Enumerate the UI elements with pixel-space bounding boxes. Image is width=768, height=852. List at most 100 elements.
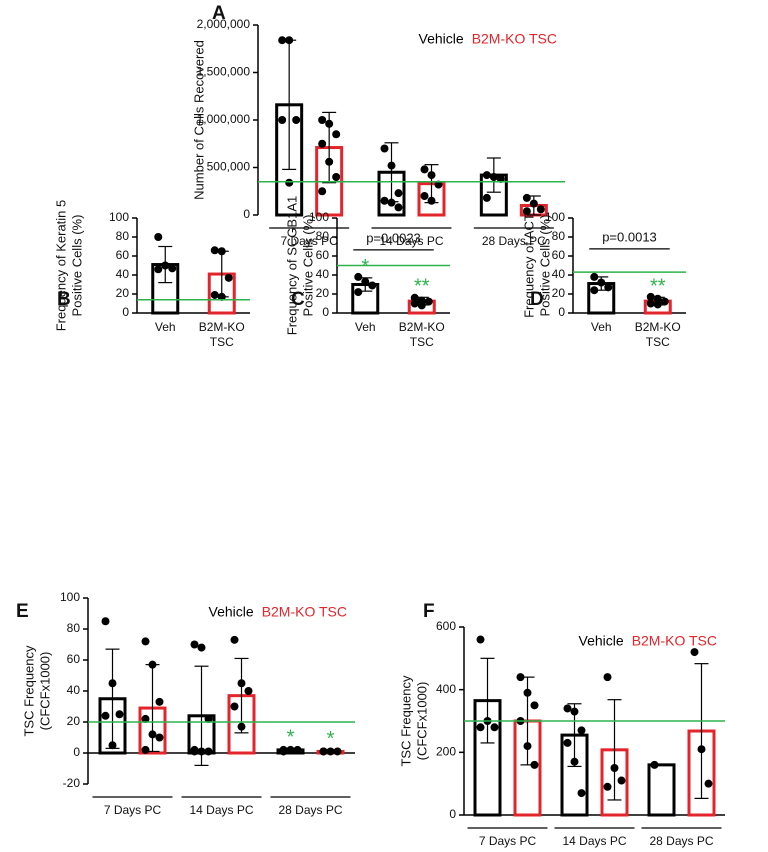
x-tick-label: TSC bbox=[645, 335, 670, 349]
y-tick-label: 0 bbox=[322, 305, 329, 319]
data-point bbox=[424, 297, 433, 306]
data-point bbox=[293, 745, 302, 754]
data-point bbox=[590, 286, 599, 295]
legend-label: Vehicle bbox=[579, 633, 624, 649]
data-point bbox=[141, 745, 150, 754]
significance: ** bbox=[414, 276, 430, 298]
data-point bbox=[603, 782, 612, 791]
y-tick-label: 60 bbox=[67, 652, 81, 666]
x-tick-label: 28 Days PC bbox=[649, 834, 713, 848]
y-tick-label: 0 bbox=[122, 305, 129, 319]
x-tick-label: 14 Days PC bbox=[189, 803, 253, 817]
data-point bbox=[204, 747, 213, 756]
data-point bbox=[368, 281, 377, 290]
data-point bbox=[650, 760, 659, 769]
panel-letter: C bbox=[291, 289, 305, 310]
panel-letter: A bbox=[212, 3, 226, 24]
data-point bbox=[279, 747, 288, 756]
data-point bbox=[704, 779, 713, 788]
p-value: p=0.0013 bbox=[602, 229, 657, 244]
data-point bbox=[332, 130, 341, 139]
data-point bbox=[563, 704, 572, 713]
data-point bbox=[278, 116, 287, 124]
data-point bbox=[318, 116, 327, 124]
data-point bbox=[380, 144, 389, 153]
data-point bbox=[190, 747, 199, 756]
panel-letter: D bbox=[530, 289, 544, 310]
significance: * bbox=[361, 256, 369, 278]
y-tick-label: 100 bbox=[309, 210, 329, 224]
data-point bbox=[646, 299, 655, 308]
y-tick-label: 0 bbox=[449, 807, 456, 821]
data-point bbox=[210, 290, 219, 299]
y-tick-label: 60 bbox=[552, 248, 566, 262]
x-tick-label: 14 Days PC bbox=[379, 234, 443, 248]
data-point bbox=[168, 264, 177, 273]
data-point bbox=[577, 726, 586, 735]
y-tick-label: 1,500,000 bbox=[197, 65, 251, 79]
data-point bbox=[325, 119, 334, 128]
y-tick-label: 20 bbox=[67, 714, 81, 728]
data-point bbox=[354, 288, 363, 297]
data-point bbox=[210, 246, 219, 255]
y-tick-label: 80 bbox=[552, 229, 566, 243]
p-value: p=0.0023 bbox=[366, 230, 421, 245]
x-tick-label: 7 Days PC bbox=[479, 834, 537, 848]
x-tick-label: 7 Days PC bbox=[280, 234, 338, 248]
data-point bbox=[410, 293, 419, 302]
data-point bbox=[604, 283, 613, 292]
y-tick-label: 40 bbox=[116, 267, 130, 281]
x-tick-label: 7 Days PC bbox=[104, 803, 162, 817]
significance: ** bbox=[650, 276, 666, 298]
data-point bbox=[489, 173, 498, 181]
y-tick-label: 40 bbox=[552, 267, 566, 281]
y-axis-label: Positive Cells (%) bbox=[537, 215, 552, 317]
data-point bbox=[697, 745, 706, 754]
y-tick-label: 0 bbox=[243, 207, 250, 221]
data-point bbox=[101, 617, 110, 626]
data-point bbox=[380, 196, 389, 205]
y-axis-label: Number of Cells Recovered bbox=[191, 40, 206, 200]
y-tick-label: 100 bbox=[545, 210, 565, 224]
legend-label: B2M-KO TSC bbox=[472, 31, 557, 47]
data-point bbox=[394, 189, 403, 198]
data-point bbox=[529, 199, 538, 208]
y-tick-label: 80 bbox=[316, 229, 330, 243]
data-point bbox=[333, 747, 342, 756]
data-point bbox=[420, 165, 429, 174]
data-point bbox=[224, 273, 233, 282]
y-tick-label: 40 bbox=[316, 267, 330, 281]
data-point bbox=[319, 747, 328, 756]
data-point bbox=[597, 278, 606, 287]
data-point bbox=[204, 714, 213, 723]
y-tick-label: 20 bbox=[116, 286, 130, 300]
y-axis-label: Positive Cells (%) bbox=[300, 215, 315, 317]
y-axis-label: Frequency of Keratin 5 bbox=[53, 200, 68, 332]
data-point bbox=[325, 157, 334, 166]
y-tick-label: 500,000 bbox=[207, 160, 251, 174]
y-tick-label: 400 bbox=[436, 682, 456, 696]
y-tick-label: 60 bbox=[316, 248, 330, 262]
y-axis-label: Frequency of SCGB1A1 bbox=[284, 196, 299, 335]
data-point bbox=[318, 187, 327, 196]
data-point bbox=[516, 673, 525, 682]
data-point bbox=[522, 193, 531, 202]
data-point bbox=[278, 36, 287, 45]
data-point bbox=[154, 233, 163, 241]
data-point bbox=[217, 292, 226, 301]
data-point bbox=[155, 697, 164, 706]
data-point bbox=[530, 760, 539, 769]
data-point bbox=[394, 203, 403, 212]
panel-letter: E bbox=[16, 601, 29, 622]
data-point bbox=[332, 173, 341, 181]
data-point bbox=[318, 139, 327, 148]
data-point bbox=[530, 701, 539, 710]
y-axis-label: TSC Frequency bbox=[398, 675, 413, 767]
data-point bbox=[523, 742, 532, 751]
panel-letter: B bbox=[57, 289, 71, 310]
y-axis-label: (CFCFx1000) bbox=[414, 682, 429, 761]
significance: * bbox=[327, 728, 335, 750]
data-point bbox=[434, 180, 443, 189]
data-point bbox=[570, 707, 579, 716]
